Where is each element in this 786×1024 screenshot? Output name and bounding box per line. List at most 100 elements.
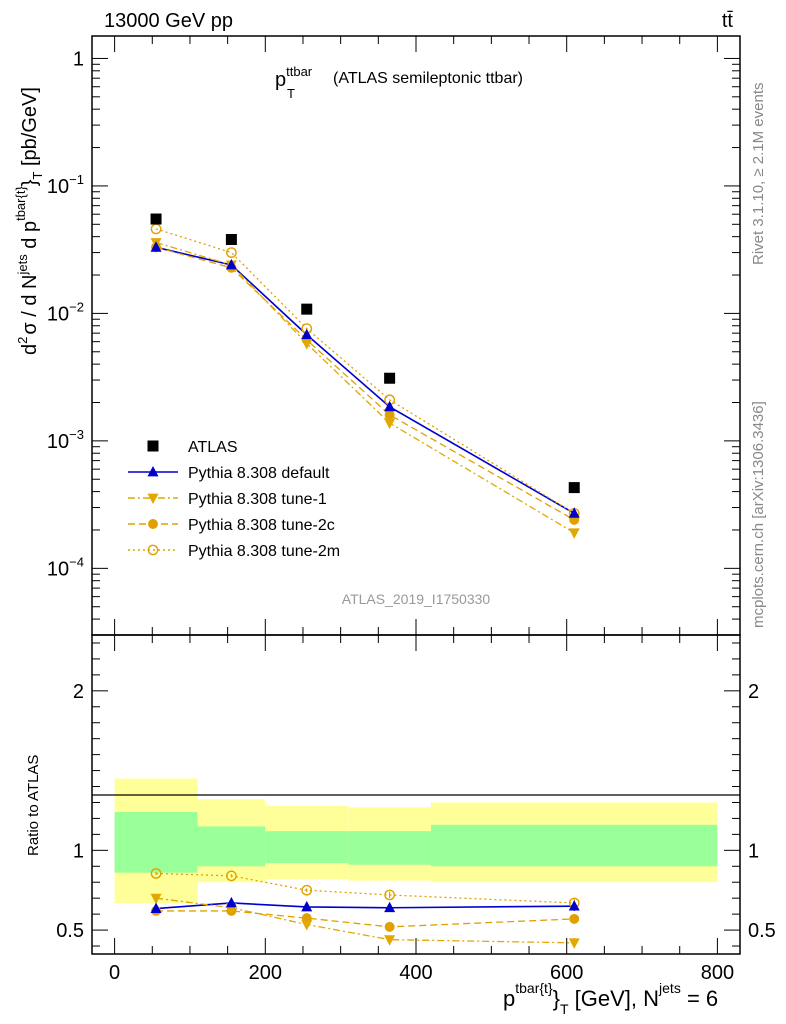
xlabel-c: [GeV], N xyxy=(569,986,659,1011)
ratio-point xyxy=(150,868,162,879)
legend-label: Pythia 8.308 tune-2m xyxy=(188,543,340,560)
process-label: tt̄ xyxy=(722,10,734,32)
legend-marker xyxy=(147,493,159,505)
main-point xyxy=(225,258,237,270)
main-point xyxy=(150,241,162,252)
main-point xyxy=(225,233,237,245)
main-ytick-label: 10−2 xyxy=(47,299,84,325)
ratio-point xyxy=(225,896,237,908)
main-point xyxy=(150,213,162,225)
ratio-point xyxy=(568,900,580,911)
ratio-panel: 0.5 0.51 12 2 0 200 400 600 800 Ratio to ATLAS … xyxy=(25,634,776,1017)
legend: ATLAS Pythia 8.308 default Pythia 8.308 tu… xyxy=(128,439,340,560)
ratio-point xyxy=(226,870,237,882)
xlabel-d: = 6 xyxy=(681,986,718,1011)
main-point xyxy=(568,528,580,539)
ratio-ytick-label-left: 0.5 xyxy=(56,920,84,942)
main-panel: 110−110−210−310−4 pttbar T (ATLAS semile… xyxy=(13,35,741,636)
ratio-point xyxy=(301,920,313,931)
title-rest: (ATLAS semileptonic ttbar) xyxy=(333,70,523,87)
xlabel-b: } xyxy=(553,986,560,1011)
ylabel-d-sub: T xyxy=(30,172,45,180)
ratio-point xyxy=(569,913,580,924)
main-point xyxy=(568,482,580,494)
ratio-xtick-label: 600 xyxy=(550,962,583,984)
main-point xyxy=(384,400,396,412)
ratio-ytick-label-left: 2 xyxy=(73,681,84,703)
title-sub: T xyxy=(287,86,295,101)
watermark: ATLAS_2019_I1750330 xyxy=(342,591,491,607)
ylabel-d: } xyxy=(19,179,41,186)
ylabel-a: d xyxy=(19,344,41,355)
legend-marker xyxy=(148,519,158,529)
legend-label: Pythia 8.308 default xyxy=(188,465,330,482)
ratio-xlabel: ptbar{t}}T [GeV], Njets = 6 xyxy=(503,980,718,1017)
main-ytick-label: 1 xyxy=(73,48,84,70)
legend-marker xyxy=(147,465,159,477)
ylabel-b-sup: jets xyxy=(15,254,30,276)
main-point xyxy=(301,303,313,315)
main-point xyxy=(568,507,580,518)
ratio-ytick-label-left: 1 xyxy=(73,840,84,862)
ratio-series-line xyxy=(156,872,575,904)
source-label: mcplots.cern.ch [arXiv:1306.3436] xyxy=(750,401,767,628)
main-ytick-base: 10 xyxy=(47,558,69,580)
legend-label: Pythia 8.308 tune-1 xyxy=(188,491,327,508)
ratio-xtick-label: 200 xyxy=(249,962,282,984)
main-series-line xyxy=(155,241,575,534)
legend-marker xyxy=(147,440,159,452)
main-ylabel: d2 σ / d Njets d ptbar{t}}T [pb/GeV] xyxy=(13,87,45,355)
ylabel-a-sup: 2 xyxy=(15,337,30,344)
ratio-point xyxy=(301,900,313,912)
legend-label: ATLAS xyxy=(188,439,238,456)
ratio-point xyxy=(301,884,313,896)
ratio-point xyxy=(384,889,396,901)
main-ytick-base: 10 xyxy=(47,176,69,198)
main-ytick-label: 10−1 xyxy=(47,172,84,198)
ratio-ytick-label-right: 2 xyxy=(748,681,759,703)
xlabel-c-sup: jets xyxy=(658,980,681,996)
ratio-ylabel: Ratio to ATLAS xyxy=(25,755,42,856)
ratio-ytick-label-right: 1 xyxy=(748,840,759,862)
main-point xyxy=(226,247,237,258)
main-point xyxy=(384,409,395,420)
ratio-series-line xyxy=(156,910,575,928)
xlabel-a-sup: tbar{t} xyxy=(515,980,553,996)
main-ytick-exp: −3 xyxy=(69,427,84,442)
main-point xyxy=(384,372,396,384)
xlabel-b-sub: T xyxy=(560,1001,569,1017)
title-sup: ttbar xyxy=(286,64,313,79)
main-point xyxy=(384,418,396,430)
ratio-band-green xyxy=(265,831,349,864)
legend-label: Pythia 8.308 tune-2c xyxy=(188,517,335,534)
ratio-ytick-label-right: 0.5 xyxy=(748,920,776,942)
ratio-series-line xyxy=(155,897,575,944)
ratio-band-green xyxy=(197,826,266,867)
ratio-band-green xyxy=(431,824,718,867)
main-ytick-exp: −4 xyxy=(69,554,84,569)
main-ytick-label: 10−3 xyxy=(47,427,84,453)
ratio-point xyxy=(384,921,395,932)
ratio-point xyxy=(384,901,396,913)
main-ytick-base: 10 xyxy=(47,431,69,453)
main-series-line xyxy=(155,228,575,514)
main-point xyxy=(301,339,313,350)
ylabel-e: [pb/GeV] xyxy=(19,87,41,172)
ratio-xtick-label: 800 xyxy=(701,962,734,984)
main-ytick-base: 10 xyxy=(47,303,69,325)
xlabel-a: p xyxy=(503,986,515,1011)
energy-label: 13000 GeV pp xyxy=(104,10,233,32)
ratio-point xyxy=(384,935,396,946)
main-ytick-exp: −1 xyxy=(69,172,84,187)
main-ytick-exp: −2 xyxy=(69,299,84,314)
ratio-band-green xyxy=(348,831,432,865)
chart-title: pttbar xyxy=(275,64,313,91)
rivet-label: Rivet 3.1.10, ≥ 2.1M events xyxy=(750,83,767,266)
ratio-xtick-label: 400 xyxy=(399,962,432,984)
title-main: p xyxy=(275,69,286,91)
main-point xyxy=(301,328,313,340)
ratio-xtick-label: 0 xyxy=(109,962,120,984)
ratio-band-green xyxy=(114,812,198,873)
